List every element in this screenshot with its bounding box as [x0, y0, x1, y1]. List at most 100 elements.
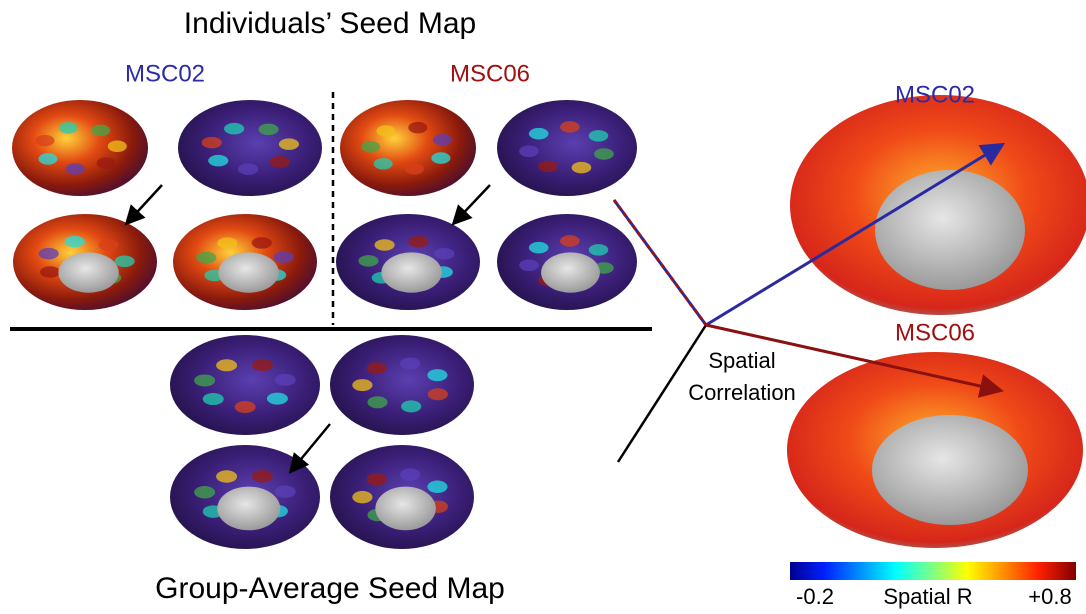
brain-blob	[194, 486, 216, 499]
brain-blob	[98, 239, 119, 251]
brain-blob	[538, 160, 558, 173]
brain	[178, 100, 322, 196]
brain-blob	[571, 161, 592, 174]
title: Individuals’ Seed Map	[184, 7, 476, 40]
brain-blob	[366, 473, 387, 486]
correlation-arrow	[705, 323, 1004, 398]
brain-blob	[58, 122, 79, 134]
brain-blob	[374, 239, 395, 251]
brain-blob	[427, 480, 448, 494]
brain-blob	[432, 133, 452, 146]
brain-blob	[352, 379, 373, 392]
brain-blob	[64, 235, 85, 248]
brain-blob	[404, 163, 424, 175]
brain-blob	[367, 396, 388, 409]
brain-medial-wall	[875, 170, 1025, 290]
brain-blob	[273, 251, 294, 263]
brain-blob	[266, 392, 288, 405]
brain	[330, 335, 474, 435]
colorbar-title: Spatial R	[883, 584, 972, 609]
brain-blob	[208, 154, 229, 167]
colorbar	[790, 562, 1076, 580]
brain-blob	[274, 373, 296, 386]
brain-blob	[588, 244, 609, 256]
brain-medial-wall	[381, 252, 442, 293]
brain-blob	[352, 490, 373, 504]
colorbar-label: -0.2	[796, 584, 834, 609]
brain-blob	[194, 374, 216, 387]
subject-label: MSC06	[450, 60, 530, 87]
brain-blob	[258, 123, 279, 136]
seed-arrow	[124, 184, 163, 226]
brain-blob	[35, 134, 55, 147]
brain-blob	[408, 121, 428, 134]
brain-blob	[234, 400, 256, 413]
brain-blob	[560, 121, 580, 133]
group-title: Group-Average Seed Map	[155, 572, 505, 605]
brain-blob	[588, 130, 609, 142]
brain-blob	[238, 163, 259, 175]
brain-blob	[376, 125, 396, 137]
subject-label: MSC02	[125, 60, 205, 87]
brain-blob	[400, 357, 421, 370]
brain-medial-wall	[872, 415, 1028, 525]
brain-blob	[65, 163, 85, 175]
brain-blob	[366, 362, 387, 375]
brain-blob	[107, 140, 127, 153]
correlation-arrow	[705, 142, 1006, 327]
brain-blob	[400, 468, 421, 481]
brain-medial-wall	[375, 486, 436, 531]
brain-blob	[114, 255, 135, 268]
brain-blob	[358, 255, 379, 267]
brain-blob	[361, 141, 381, 153]
brain	[340, 100, 476, 196]
brain-blob	[401, 400, 422, 413]
brain-blob	[38, 247, 59, 260]
connector	[612, 199, 708, 326]
seed-arrow	[288, 423, 331, 474]
brain-blob	[408, 235, 429, 248]
brain-blob	[274, 485, 296, 498]
brain-blob	[40, 266, 61, 278]
brain-blob	[251, 237, 272, 249]
brain	[170, 335, 320, 435]
seed-arrow	[451, 184, 491, 226]
brain-images	[12, 95, 1086, 549]
subject-label: MSC06	[895, 319, 975, 346]
brain-blob	[434, 247, 455, 260]
brain-medial-wall	[218, 252, 279, 293]
brain-medial-wall	[217, 486, 281, 531]
brain-blob	[202, 393, 224, 406]
brain-blob	[38, 153, 58, 165]
brain-blob	[431, 152, 451, 164]
brain-medial-wall	[541, 252, 600, 293]
brain-blob	[594, 148, 614, 160]
brain-blob	[560, 235, 580, 247]
brain-blob	[217, 237, 238, 249]
brain-blob	[278, 138, 300, 150]
brain-blob	[519, 145, 539, 158]
brain-blob	[519, 259, 539, 272]
brain-blob	[269, 156, 290, 168]
brain	[497, 100, 637, 196]
link-label: Correlation	[688, 380, 796, 405]
subject-label: MSC02	[895, 81, 975, 108]
brain-blob	[91, 124, 111, 137]
link-label: Spatial	[708, 348, 775, 373]
brain-blob	[427, 388, 448, 401]
colorbar-label: +0.8	[1028, 584, 1071, 609]
brain-blob	[196, 251, 217, 264]
brain	[12, 100, 148, 196]
brain-blob	[251, 359, 273, 372]
brain-blob	[216, 359, 238, 372]
brain-blob	[216, 470, 238, 483]
brain-blob	[224, 122, 245, 135]
connector	[616, 324, 708, 463]
brain-blob	[427, 369, 448, 382]
brain-blob	[528, 241, 549, 254]
brain-blob	[251, 470, 273, 483]
brain-blob	[96, 157, 116, 169]
brain-blob	[528, 127, 549, 140]
brain-medial-wall	[58, 252, 119, 293]
